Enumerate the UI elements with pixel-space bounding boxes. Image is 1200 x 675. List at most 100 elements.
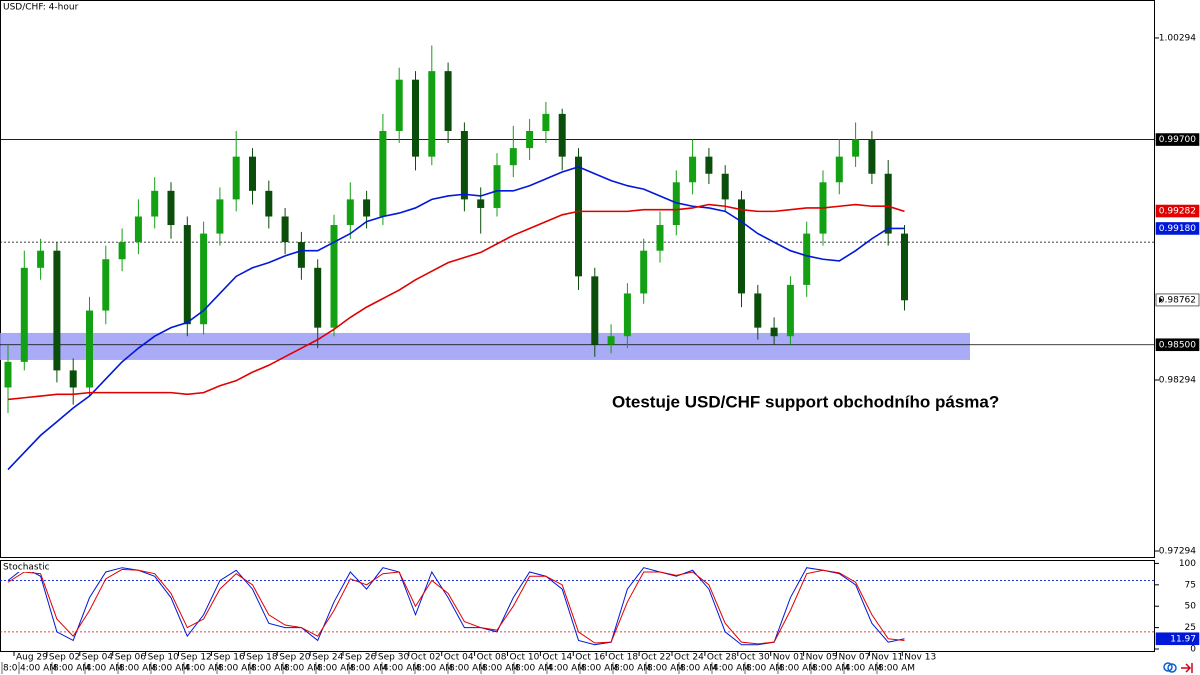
last-price-arrow	[1159, 296, 1163, 303]
x-time-label: 8:00 AM	[647, 664, 684, 674]
x-date-label: Oct 08	[477, 653, 507, 663]
candle-body	[395, 79, 403, 131]
x-time-label: 8:00 AM	[878, 664, 915, 674]
stochastic-line	[7, 567, 905, 646]
panel-title: USD/CHF: 4-hour	[3, 3, 79, 13]
candle-body	[412, 79, 419, 157]
candle-body	[444, 71, 452, 131]
icon	[1181, 663, 1193, 673]
candle-body	[607, 336, 615, 345]
y-tick-label: 75	[1185, 580, 1196, 590]
candle-body	[786, 284, 794, 337]
candle-body	[852, 139, 860, 157]
x-date-label: Sep 04	[82, 653, 114, 663]
candle-body	[232, 156, 240, 200]
moving-average	[7, 203, 905, 401]
candle-body	[134, 216, 142, 243]
candle-body	[901, 233, 908, 301]
candle-body	[379, 130, 387, 217]
candle-body	[330, 225, 338, 328]
x-date-label: Nov 13	[904, 653, 936, 663]
candle-body	[640, 250, 648, 294]
candle-body	[249, 156, 256, 191]
x-date-label: Oct 02	[411, 653, 441, 663]
candle-body	[37, 250, 45, 268]
candle-body	[363, 199, 371, 217]
candle-body	[20, 267, 28, 362]
x-date-label: Nov 01	[773, 653, 805, 663]
footer-icons	[1163, 662, 1193, 673]
x-time-label: 8:00 AM	[416, 664, 453, 674]
candle-body	[721, 173, 729, 200]
candle-body	[835, 156, 843, 183]
candle-body	[884, 173, 892, 234]
price-marker	[1155, 204, 1200, 218]
x-time-label: 8:00 AM	[779, 664, 816, 674]
x-time-label: 4:00 AM	[185, 664, 222, 674]
y-tick-label: 100	[1179, 559, 1196, 569]
panel-title: Stochastic	[3, 563, 50, 573]
x-time-label: 8:00 AM	[284, 664, 321, 674]
candle-body	[183, 225, 191, 325]
x-time-label: 8:00 AM	[449, 664, 486, 674]
candle-body	[493, 165, 501, 208]
x-date-label: Oct 14	[542, 653, 572, 663]
x-date-label: Sep 20	[279, 653, 311, 663]
annotation: Otestuje USD/CHF support obchodního pásm…	[612, 392, 999, 411]
candle-body	[623, 293, 631, 337]
x-date-label: Oct 30	[740, 653, 770, 663]
title-box	[1, 561, 41, 572]
x-date-label: Oct 28	[707, 653, 737, 663]
x-date-label: Sep 16	[213, 653, 245, 663]
candle-body	[868, 139, 876, 174]
candle-body	[689, 156, 697, 183]
title-box	[1, 1, 71, 12]
candle-body	[656, 225, 664, 251]
x-date-label: Sep 30	[378, 653, 410, 663]
y-tick-label: 1.00294	[1159, 33, 1196, 43]
candle-body	[216, 199, 224, 234]
x-time-label: 8:00 AM	[53, 664, 90, 674]
y-tick-label: 0	[1190, 645, 1196, 655]
y-tick-label: 0.98294	[1159, 375, 1196, 385]
x-time-label: 8:00 AM	[251, 664, 288, 674]
x-date-label: Nov 07	[839, 653, 871, 663]
candle-body	[526, 130, 534, 149]
candle-body	[509, 148, 517, 166]
candle-body	[542, 113, 550, 131]
x-date-label: Oct 16	[575, 653, 605, 663]
x-date-label: Sep 02	[49, 653, 80, 663]
x-time-label: 8:00 AM	[746, 664, 783, 674]
main-panel-frame	[0, 0, 1155, 558]
support-zone	[0, 332, 970, 360]
x-date-label: Sep 06	[115, 653, 147, 663]
candle-body	[167, 190, 175, 226]
price-marker	[1155, 338, 1200, 352]
x-time-label: 8:00 AM	[515, 664, 552, 674]
x-date-label: Oct 04	[444, 653, 474, 663]
x-time-label: 8:00 AM	[152, 664, 189, 674]
x-date-label: Oct 22	[641, 653, 671, 663]
y-tick-label: 50	[1185, 602, 1197, 612]
candle-body	[297, 242, 305, 268]
y-tick-label: 0.97294	[1159, 546, 1196, 556]
candle-body	[69, 370, 77, 388]
price-marker-label: 11.97	[1170, 634, 1196, 644]
price-marker	[1155, 632, 1200, 646]
price-marker-label: 0.99700	[1159, 135, 1196, 145]
candle-body	[281, 216, 289, 243]
x-date-label: Oct 10	[510, 653, 540, 663]
candle-body	[803, 233, 811, 285]
candle-body	[200, 233, 208, 325]
x-time-label: 8:00 AM	[317, 664, 354, 674]
x-time-label: 8:0	[3, 664, 18, 674]
x-time-label: 8:00 AM	[482, 664, 519, 674]
x-date-label: Aug 29	[16, 653, 48, 663]
candle-body	[86, 310, 93, 388]
x-time-label: 4:00 AM	[548, 664, 585, 674]
x-date-label: Oct 18	[608, 653, 638, 663]
stochastic-panel-frame	[0, 560, 1155, 652]
candle-body	[575, 156, 582, 277]
x-time-label: 8:00 AM	[680, 664, 717, 674]
